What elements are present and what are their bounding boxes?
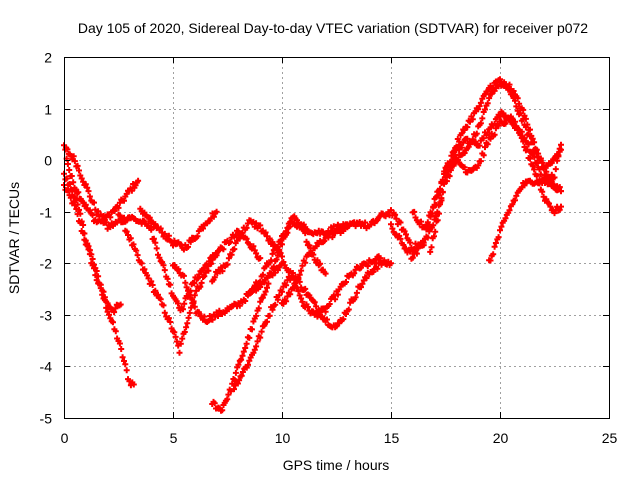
- x-tick-label: 10: [275, 430, 291, 446]
- y-tick-label: -2: [40, 256, 53, 272]
- series-track-6: [137, 205, 220, 253]
- series-track-13: [279, 223, 351, 307]
- data-point-markers: [137, 205, 220, 253]
- y-tick-label: 0: [44, 153, 52, 169]
- x-axis-label: GPS time / hours: [283, 457, 390, 473]
- x-tick-label: 20: [493, 430, 509, 446]
- x-tick-label: 15: [384, 430, 400, 446]
- axis-ticks: [64, 57, 610, 419]
- y-tick-label: -5: [40, 411, 53, 427]
- data-point-markers: [246, 79, 564, 297]
- data-point-markers: [61, 170, 124, 316]
- series-track-3: [61, 170, 124, 316]
- y-tick-label: -3: [40, 308, 53, 324]
- x-tick-label: 0: [61, 430, 69, 446]
- x-tick-label: 25: [602, 430, 618, 446]
- data-point-markers: [409, 115, 564, 231]
- y-tick-labels: -5 -4 -3 -2 -1 0 1 2: [40, 50, 53, 427]
- y-axis-label: SDTVAR / TECUs: [6, 182, 22, 294]
- y-tick-label: -1: [40, 205, 53, 221]
- series-track-9: [209, 217, 384, 320]
- x-tick-labels: 0 5 10 15 20 25: [61, 430, 618, 446]
- series-track-12: [246, 79, 564, 297]
- data-points: [61, 76, 564, 414]
- chart-title: Day 105 of 2020, Sidereal Day-to-day VTE…: [78, 20, 588, 36]
- x-tick-label: 5: [170, 430, 178, 446]
- series-track-17: [486, 176, 564, 264]
- data-point-markers: [279, 223, 351, 307]
- series-track-11: [231, 257, 394, 393]
- y-tick-label: -4: [40, 359, 53, 375]
- y-tick-label: 2: [44, 50, 52, 66]
- series-track-15: [409, 115, 564, 231]
- plot-frame: [64, 57, 610, 419]
- data-point-markers: [427, 76, 564, 255]
- series-track-16: [427, 76, 564, 255]
- y-tick-label: 1: [44, 102, 52, 118]
- data-point-markers: [209, 217, 384, 320]
- data-point-markers: [486, 176, 564, 264]
- grid-lines: [64, 57, 609, 418]
- data-point-markers: [231, 257, 394, 393]
